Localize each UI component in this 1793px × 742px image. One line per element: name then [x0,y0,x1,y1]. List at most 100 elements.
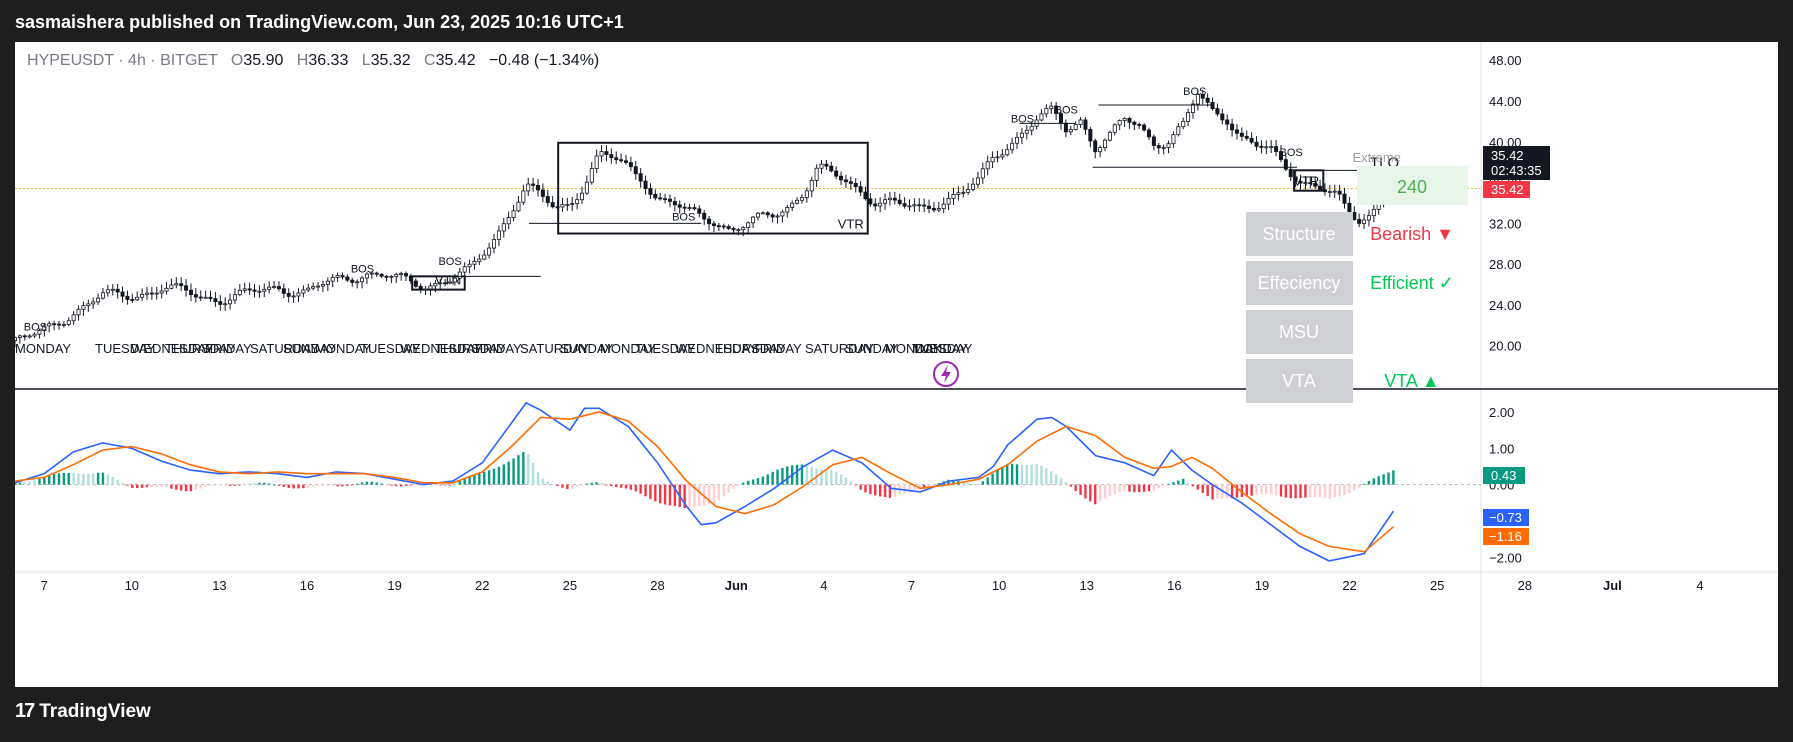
macd-hist-bar [1230,484,1234,499]
candle-body [223,303,228,306]
candle-body [614,157,619,161]
macd-hist-bar [48,475,51,485]
candle-body [1269,146,1274,148]
legend-high: 36.33 [308,52,349,69]
candle-body [1010,142,1015,151]
candle-body [819,163,824,169]
candle-body [658,197,663,200]
candle-body [330,276,335,282]
candle-body [438,282,443,285]
candle-body [86,303,91,307]
chart-svg[interactable]: VTRVTRVTRBOSBOSBOSBOSBOSBOSBOSBOSTLQExtr… [12,42,1792,687]
candle-body [408,275,413,282]
day-label-monday: MONDAY [912,341,968,356]
candle-body [467,263,472,268]
macd-hist-bar [1250,484,1253,496]
macd-hist-bar [463,478,466,485]
macd-hist-bar [1304,484,1307,498]
candle-body [1225,119,1230,125]
candle-body [765,212,770,216]
candle-body [1161,146,1166,149]
macd-hist-bar [663,484,667,505]
candle-body [188,289,193,296]
candle-body [995,156,1000,159]
macd-hist-bar [307,484,310,488]
candle-body [1362,219,1367,224]
macd-hist-bar [282,484,286,487]
macd-hist-bar [1318,484,1322,498]
time-tick-label: 28 [650,578,664,593]
lightning-icon[interactable] [933,361,959,387]
candle-body [795,199,800,204]
candle-body [374,272,379,275]
candle-body [829,165,834,172]
day-label: SUNDAY [283,341,337,356]
candle-body [873,203,878,207]
footer-brand[interactable]: 17 TradingView [15,700,151,723]
candle-body [96,297,101,303]
macd-hist-bar [761,476,765,485]
chart-panel[interactable]: VTR VTR VTR BOS BOS BOS BOS BOS BOS BOS BOS TLQ Extr… [12,42,1792,687]
macd-hist-bar [825,469,828,485]
candle-body [1024,129,1029,134]
macd-hist-bar [1118,484,1121,493]
macd-hist-bar [248,483,251,485]
footer-brand-name: TradingView [39,700,151,722]
candle-body [71,314,76,322]
bar-countdown: 02:43:35 [1491,163,1542,178]
candle-body [922,204,927,207]
macd-hist-bar [1006,463,1009,485]
macd-hist-bar [179,484,183,491]
candle-body [37,330,42,335]
macd-hist-bar [707,484,711,505]
candle-body [184,285,189,291]
price-tick-label: 32.00 [1489,216,1522,231]
candle-body [1039,113,1044,121]
macd-hist-bar [971,483,975,485]
macd-hist-bar [566,484,569,490]
macd-hist-bar [1299,484,1302,499]
macd-hist-bar [932,484,936,486]
candle-body [325,280,330,285]
last-price-badge-red-value: 35.42 [1491,182,1524,197]
candle-body [1318,185,1323,191]
candle-body [1049,105,1054,109]
candle-body [120,291,125,297]
candle-body [17,335,22,338]
time-tick-label: 16 [1167,578,1181,593]
macd-hist-bar [981,481,985,485]
candle-body [1239,132,1244,137]
macd-hist-bar [1269,484,1273,495]
candle-body [428,285,433,290]
macd-hist-bar [962,481,965,485]
candle-body [941,203,946,210]
macd-hist-bar [698,484,701,507]
candle-body [604,151,609,155]
macd-hist-bar [536,472,540,485]
candle-body [52,323,57,326]
bos-label: BOS [1183,86,1206,98]
macd-hist-bar [346,484,349,486]
candle-body [316,285,321,288]
candle-body [1068,129,1073,133]
macd-hist-bar [1309,484,1312,498]
last-price-badge-value: 35.42 [1491,148,1524,163]
macd-hist-bar [439,484,442,486]
candle-body [1107,131,1112,141]
macd-hist-bar [419,484,422,486]
axes: 48.0044.0040.0036.0032.0028.0024.0020.00… [41,53,1792,593]
macd-hist-bar [155,484,158,487]
time-tick-label: 10 [125,578,139,593]
day-label: THURSDAY [715,341,786,356]
macd-hist-bar [1079,484,1082,495]
macd-hist-bar [189,484,193,492]
price-tick-label: 48.00 [1489,53,1522,68]
vtr-zone [557,141,869,235]
candle-body [105,289,110,294]
candle-body [663,198,668,201]
macd-hist-bar [1089,484,1092,502]
candle-body [32,333,37,337]
candle-body [1254,141,1259,147]
day-label: MONDAY [15,341,71,356]
candle-body [306,287,311,291]
